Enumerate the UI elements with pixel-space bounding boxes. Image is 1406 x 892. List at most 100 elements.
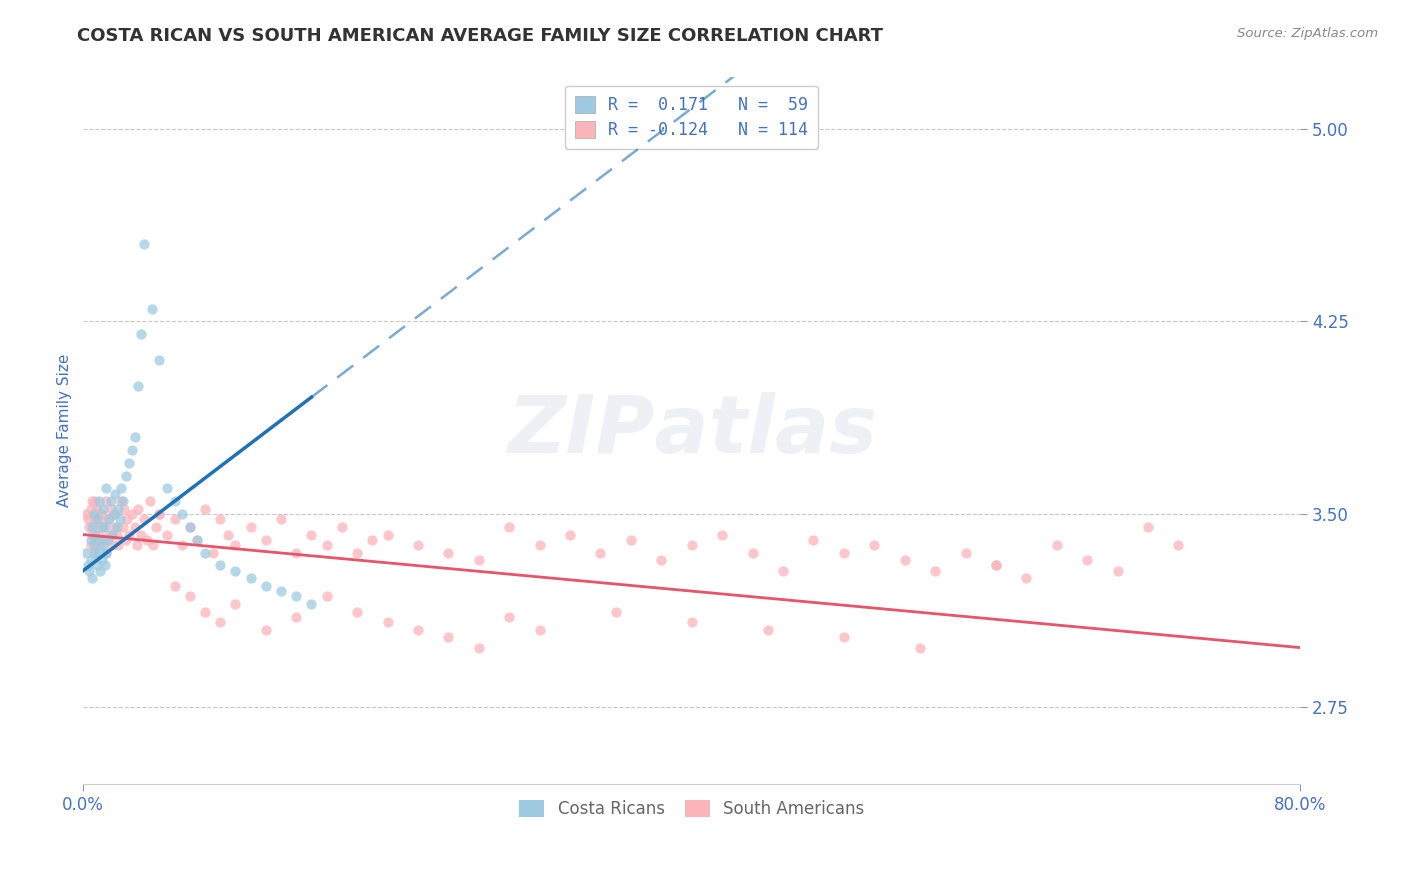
Point xyxy=(186,533,208,547)
Legend: Costa Ricans, South Americans: Costa Ricans, South Americans xyxy=(513,793,870,825)
Point xyxy=(121,507,143,521)
Point xyxy=(79,564,101,578)
Point xyxy=(194,605,217,619)
Point xyxy=(94,494,117,508)
Point xyxy=(285,545,308,559)
Text: Source: ZipAtlas.com: Source: ZipAtlas.com xyxy=(1237,27,1378,40)
Point xyxy=(529,623,551,637)
Point xyxy=(224,538,246,552)
Point xyxy=(87,512,110,526)
Point xyxy=(115,468,138,483)
Point xyxy=(346,605,368,619)
Point xyxy=(209,512,232,526)
Point xyxy=(254,533,277,547)
Point xyxy=(315,589,337,603)
Point xyxy=(711,527,734,541)
Point xyxy=(803,533,825,547)
Point xyxy=(91,520,114,534)
Point xyxy=(111,520,134,534)
Point xyxy=(97,512,120,526)
Point xyxy=(179,520,201,534)
Point xyxy=(115,533,138,547)
Point xyxy=(127,502,149,516)
Point xyxy=(172,538,194,552)
Point xyxy=(98,512,121,526)
Point xyxy=(86,502,108,516)
Point xyxy=(1015,571,1038,585)
Point xyxy=(179,589,201,603)
Point xyxy=(142,538,165,552)
Point xyxy=(87,494,110,508)
Point xyxy=(89,538,111,552)
Point xyxy=(82,527,104,541)
Point xyxy=(83,538,105,552)
Point xyxy=(224,564,246,578)
Point xyxy=(83,512,105,526)
Point xyxy=(984,558,1007,573)
Point xyxy=(84,545,107,559)
Point xyxy=(129,527,152,541)
Point xyxy=(103,507,125,521)
Point xyxy=(301,597,323,611)
Point xyxy=(80,533,103,547)
Point xyxy=(91,502,114,516)
Point xyxy=(1076,553,1098,567)
Point xyxy=(121,442,143,457)
Point xyxy=(86,512,108,526)
Point xyxy=(361,533,384,547)
Point xyxy=(86,558,108,573)
Point xyxy=(163,494,186,508)
Point xyxy=(100,494,122,508)
Point xyxy=(148,353,170,368)
Point xyxy=(772,564,794,578)
Point xyxy=(301,527,323,541)
Point xyxy=(104,507,127,521)
Point xyxy=(82,571,104,585)
Point xyxy=(80,502,103,516)
Point xyxy=(76,558,98,573)
Point xyxy=(270,584,292,599)
Point xyxy=(558,527,581,541)
Point xyxy=(75,545,97,559)
Point xyxy=(93,533,115,547)
Point xyxy=(832,545,855,559)
Point xyxy=(254,623,277,637)
Point xyxy=(84,527,107,541)
Point xyxy=(984,558,1007,573)
Point xyxy=(148,507,170,521)
Point xyxy=(129,327,152,342)
Point xyxy=(118,527,141,541)
Point xyxy=(605,605,627,619)
Point xyxy=(437,631,460,645)
Point xyxy=(87,527,110,541)
Point xyxy=(285,589,308,603)
Point xyxy=(156,482,179,496)
Point xyxy=(406,538,429,552)
Point xyxy=(105,527,128,541)
Point xyxy=(84,533,107,547)
Point xyxy=(163,579,186,593)
Point xyxy=(125,538,148,552)
Point xyxy=(84,494,107,508)
Point xyxy=(110,482,132,496)
Point xyxy=(141,301,163,316)
Point xyxy=(93,558,115,573)
Point xyxy=(90,507,112,521)
Point xyxy=(186,533,208,547)
Point xyxy=(107,538,129,552)
Point xyxy=(239,571,262,585)
Point xyxy=(377,527,399,541)
Point xyxy=(224,597,246,611)
Point xyxy=(756,623,779,637)
Point xyxy=(112,502,135,516)
Point xyxy=(406,623,429,637)
Point xyxy=(76,512,98,526)
Point xyxy=(163,512,186,526)
Point xyxy=(650,553,672,567)
Point xyxy=(270,512,292,526)
Point xyxy=(924,564,946,578)
Point xyxy=(90,553,112,567)
Point xyxy=(94,482,117,496)
Point xyxy=(93,520,115,534)
Point xyxy=(82,520,104,534)
